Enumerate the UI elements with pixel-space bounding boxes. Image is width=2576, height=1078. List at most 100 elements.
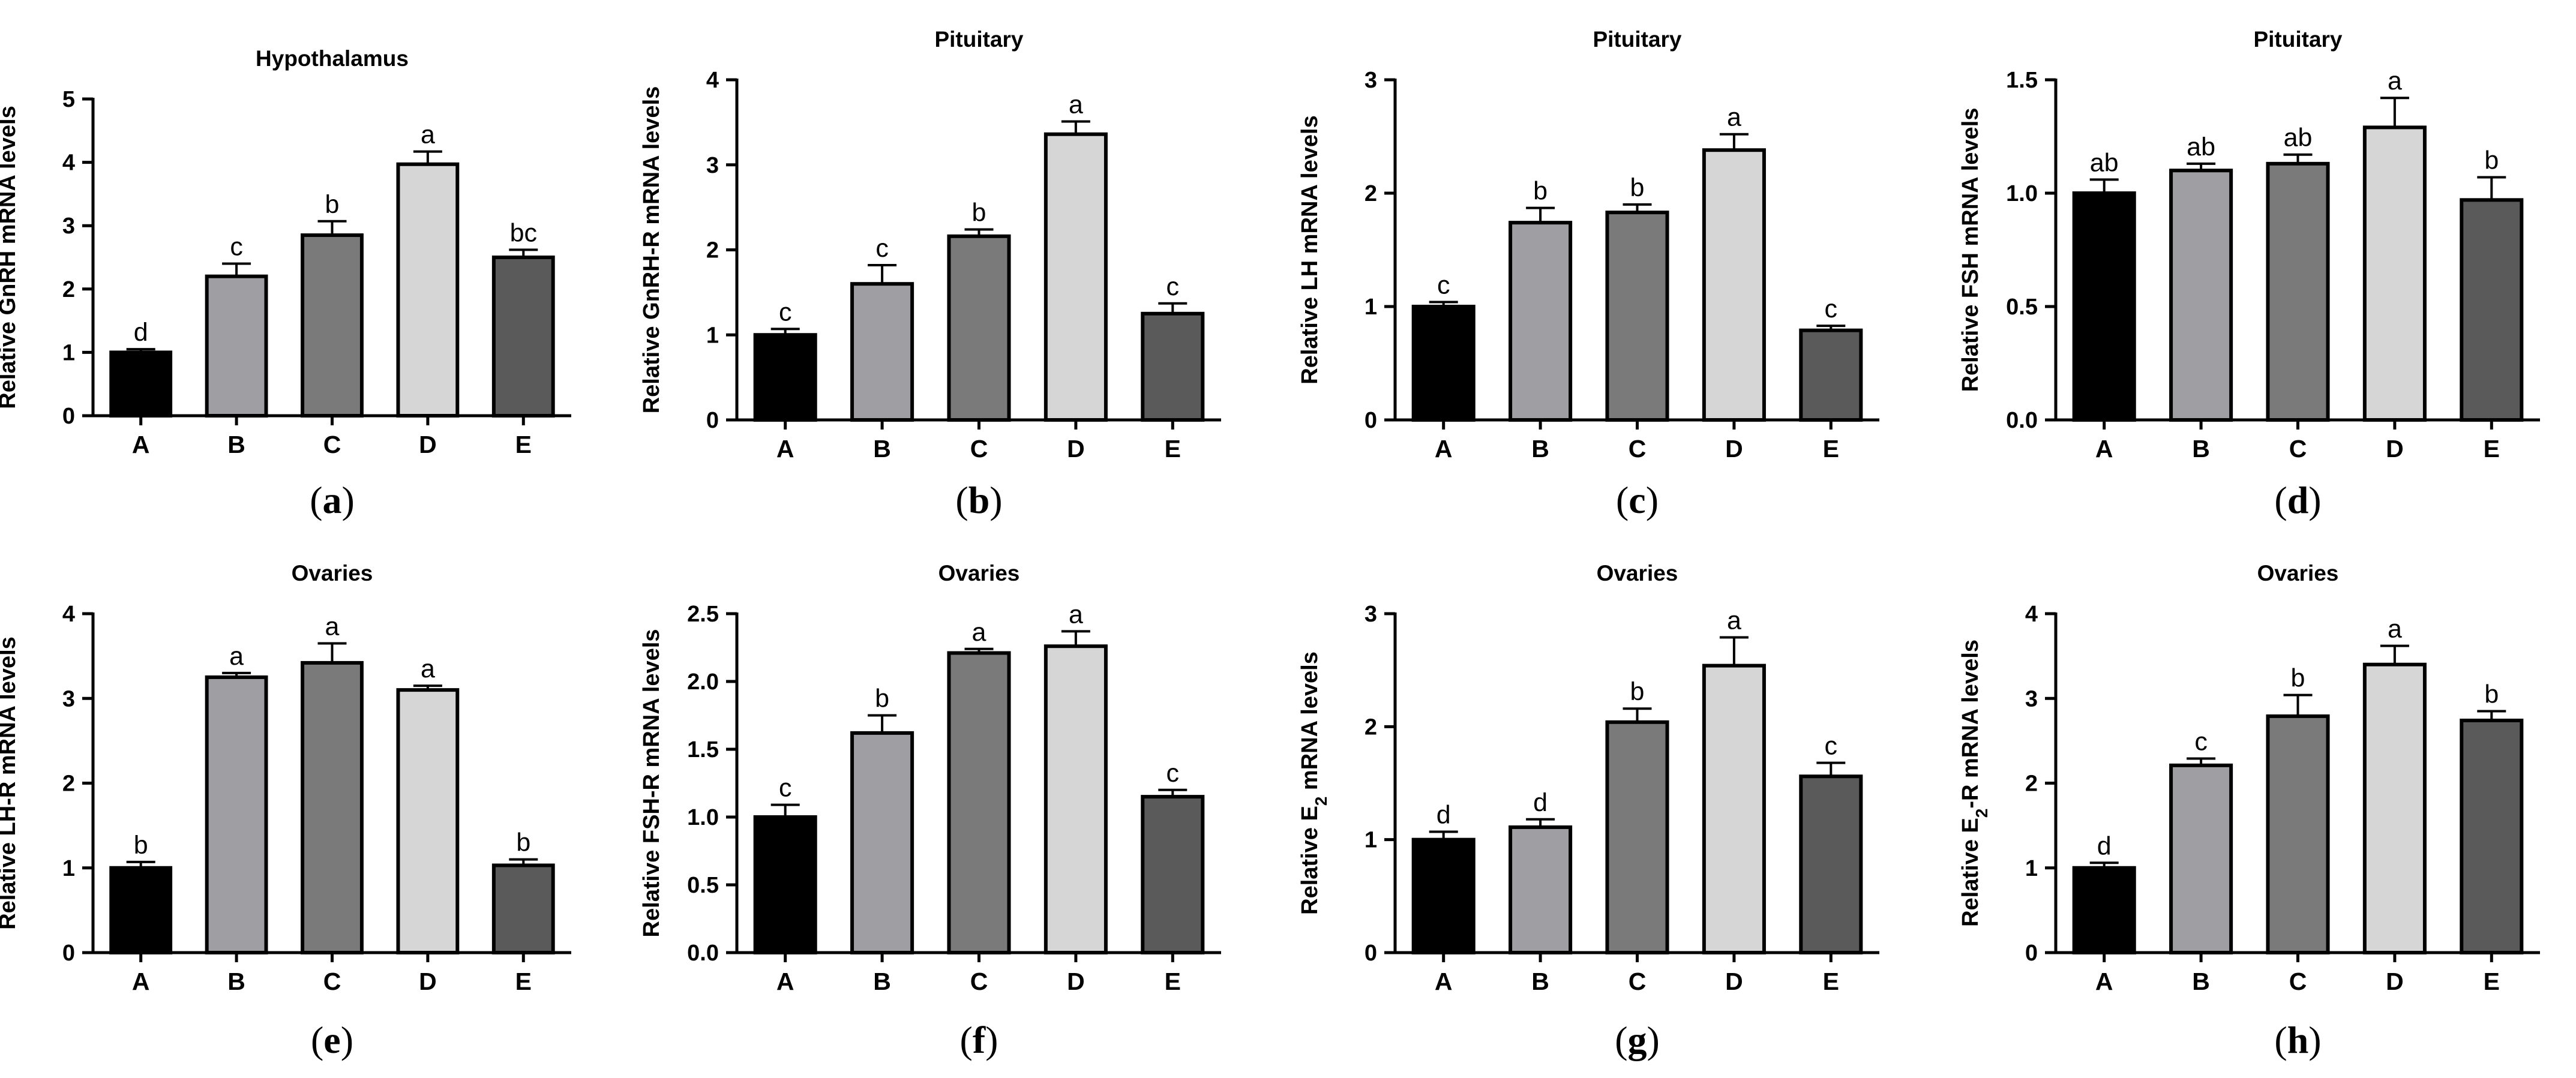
significance-label: b	[875, 684, 889, 713]
x-tick-label: A	[132, 431, 150, 458]
chart-panel-c: Pituitary Relative LH mRNA levels 0 1 2 3 c Ab B…	[1297, 27, 1879, 521]
significance-label: c	[1825, 295, 1838, 323]
x-tick-label: E	[1165, 968, 1181, 995]
chart-title: Pituitary	[2253, 27, 2342, 52]
panel-label-open: (	[310, 479, 322, 521]
panel-label-close: )	[1647, 1019, 1660, 1061]
bar-A	[109, 866, 173, 954]
bar-C	[301, 660, 364, 955]
bar-B	[205, 274, 268, 418]
y-axis-label-prefix: Relative E	[1297, 806, 1323, 915]
y-tick-label: 0.5	[687, 873, 719, 898]
bar-A	[1411, 837, 1476, 954]
significance-label: ab	[2090, 148, 2119, 177]
x-tick-label: B	[2192, 968, 2210, 995]
panel-label-open: (	[1615, 1019, 1627, 1061]
bar-B	[2169, 763, 2233, 955]
x-tick-label: C	[1629, 968, 1647, 995]
y-tick-label: 0	[1365, 941, 1377, 966]
x-tick-label: E	[1823, 435, 1839, 463]
y-tick-label: 1	[62, 340, 75, 365]
x-tick-label: E	[2484, 968, 2500, 995]
bar-D	[1702, 663, 1766, 954]
bar-E	[2460, 198, 2524, 422]
y-tick-label: 4	[706, 68, 719, 93]
chart-title: Pituitary	[934, 27, 1023, 52]
bar-E	[1799, 774, 1863, 954]
y-tick-label: 1.0	[687, 805, 719, 830]
x-tick-label: D	[1067, 968, 1085, 995]
y-tick-label: 1	[2025, 856, 2038, 881]
x-tick-label: C	[2289, 968, 2307, 995]
y-tick-label: 0	[1365, 408, 1377, 433]
y-axis-label: Relative GnRH-R mRNA levels	[639, 86, 664, 414]
x-tick-label: B	[873, 968, 891, 995]
significance-label: a	[972, 618, 986, 647]
bar-D	[396, 688, 460, 954]
bar-B	[850, 731, 914, 954]
x-tick-label: C	[970, 968, 988, 995]
panel-label-letter: f	[973, 1019, 986, 1061]
bar-E	[1141, 795, 1205, 954]
panel-label-open: (	[311, 1019, 323, 1061]
y-tick-label: 3	[2025, 686, 2038, 711]
bar-A	[1411, 305, 1476, 422]
panel-label-close: )	[341, 1019, 353, 1061]
chart-title: Pituitary	[1593, 27, 1681, 52]
x-tick-label: D	[419, 968, 437, 995]
chart-panel-f: Ovaries Relative FSH-R mRNA levels 0.0 0.5 1…	[639, 561, 1221, 1061]
chart-title: Hypothalamus	[256, 46, 409, 71]
x-tick-label: A	[1435, 968, 1453, 995]
panel-label: (f)	[960, 1019, 998, 1061]
significance-label: b	[516, 828, 530, 857]
significance-label: a	[1727, 606, 1741, 635]
significance-label: d	[1437, 800, 1451, 829]
panel-label: (b)	[955, 479, 1002, 521]
x-tick-label: E	[515, 431, 532, 458]
significance-label: d	[134, 318, 148, 347]
y-axis-label: Relative E2-R mRNA levels	[1958, 639, 1991, 927]
y-tick-label: 4	[2025, 602, 2038, 627]
y-tick-label: 0	[62, 404, 75, 429]
y-axis-label: Relative GnRH mRNA levels	[0, 106, 20, 409]
chart-panel-e: Ovaries Relative LH-R mRNA levels 0 1 2 3 4 b Aa…	[0, 561, 571, 1061]
x-tick-label: A	[2095, 435, 2113, 463]
panel-label-letter: h	[2287, 1019, 2309, 1061]
significance-label: a	[421, 654, 435, 683]
bar-D	[396, 162, 460, 418]
y-axis-label: Relative E2 mRNA levels	[1297, 651, 1330, 915]
panel-label-close: )	[1646, 479, 1659, 521]
bar-C	[1605, 211, 1669, 422]
panel-label: (c)	[1616, 479, 1659, 521]
bar-C	[947, 651, 1011, 955]
significance-label: a	[325, 612, 340, 641]
panel-label: (h)	[2274, 1019, 2321, 1061]
chart-title: Ovaries	[292, 561, 373, 585]
significance-label: b	[325, 190, 340, 219]
panel-label-close: )	[342, 479, 355, 521]
x-tick-label: A	[132, 968, 150, 995]
panel-label-close: )	[2308, 1019, 2321, 1061]
x-tick-label: A	[776, 968, 794, 995]
chart-title: Ovaries	[1597, 561, 1678, 585]
bar-B	[205, 675, 268, 954]
bar-A	[2072, 866, 2136, 954]
significance-label: c	[875, 234, 889, 263]
significance-label: c	[1166, 759, 1180, 788]
y-tick-label: 2	[2025, 771, 2038, 797]
significance-label: c	[779, 298, 792, 326]
y-axis-label: Relative FSH-R mRNA levels	[639, 629, 664, 938]
significance-label: a	[1069, 600, 1083, 629]
y-tick-label: 2	[1365, 714, 1377, 740]
y-tick-label: 2.5	[687, 602, 719, 627]
y-tick-label: 1	[1365, 295, 1377, 320]
bar-B	[850, 282, 914, 422]
x-tick-label: E	[1165, 435, 1181, 463]
bar-D	[1043, 132, 1108, 422]
x-tick-label: D	[419, 431, 437, 458]
y-axis-label-prefix: Relative E	[1958, 818, 1983, 927]
y-tick-label: 1	[706, 323, 719, 348]
y-axis-label-suffix: -R mRNA levels	[1958, 639, 1983, 809]
